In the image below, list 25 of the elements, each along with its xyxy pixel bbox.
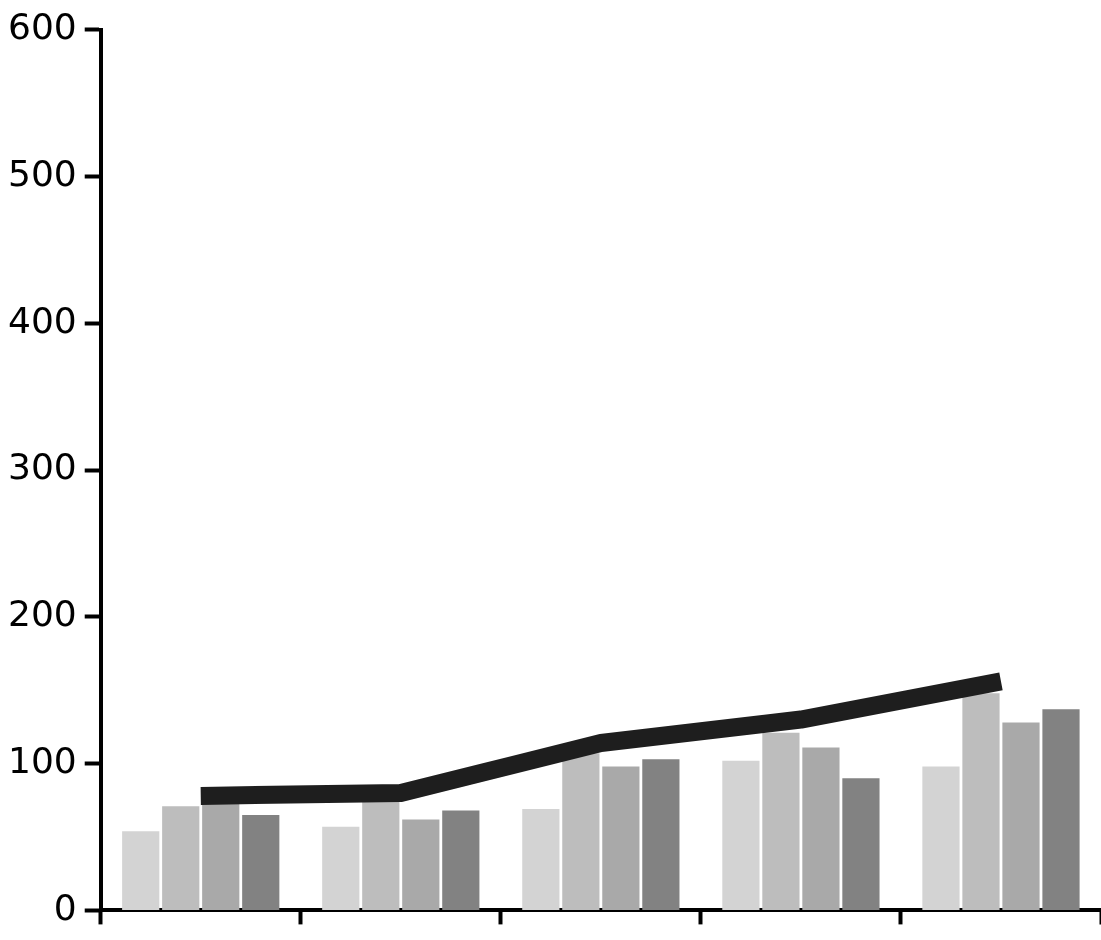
bar <box>1002 722 1040 910</box>
bar <box>602 766 640 910</box>
bar <box>802 747 840 910</box>
bar <box>402 819 440 910</box>
y-tick-label: 300 <box>7 446 77 488</box>
bar <box>722 760 760 910</box>
bar <box>842 778 880 910</box>
bar <box>442 810 480 910</box>
y-tick-label: 600 <box>7 5 77 47</box>
y-tick-label: 500 <box>7 152 77 194</box>
bar <box>642 759 680 910</box>
y-tick-label: 400 <box>7 299 77 341</box>
bar <box>322 826 360 910</box>
bar <box>1042 709 1080 910</box>
bar <box>522 809 560 910</box>
bar <box>962 693 1000 910</box>
bar <box>162 806 200 910</box>
y-tick-label: 0 <box>53 886 77 928</box>
bar <box>922 766 960 910</box>
y-tick-label: 200 <box>7 593 77 635</box>
bar <box>762 732 800 910</box>
bar <box>122 831 160 910</box>
bar <box>562 753 600 910</box>
bar <box>242 814 280 910</box>
y-tick-label: 100 <box>7 739 77 781</box>
